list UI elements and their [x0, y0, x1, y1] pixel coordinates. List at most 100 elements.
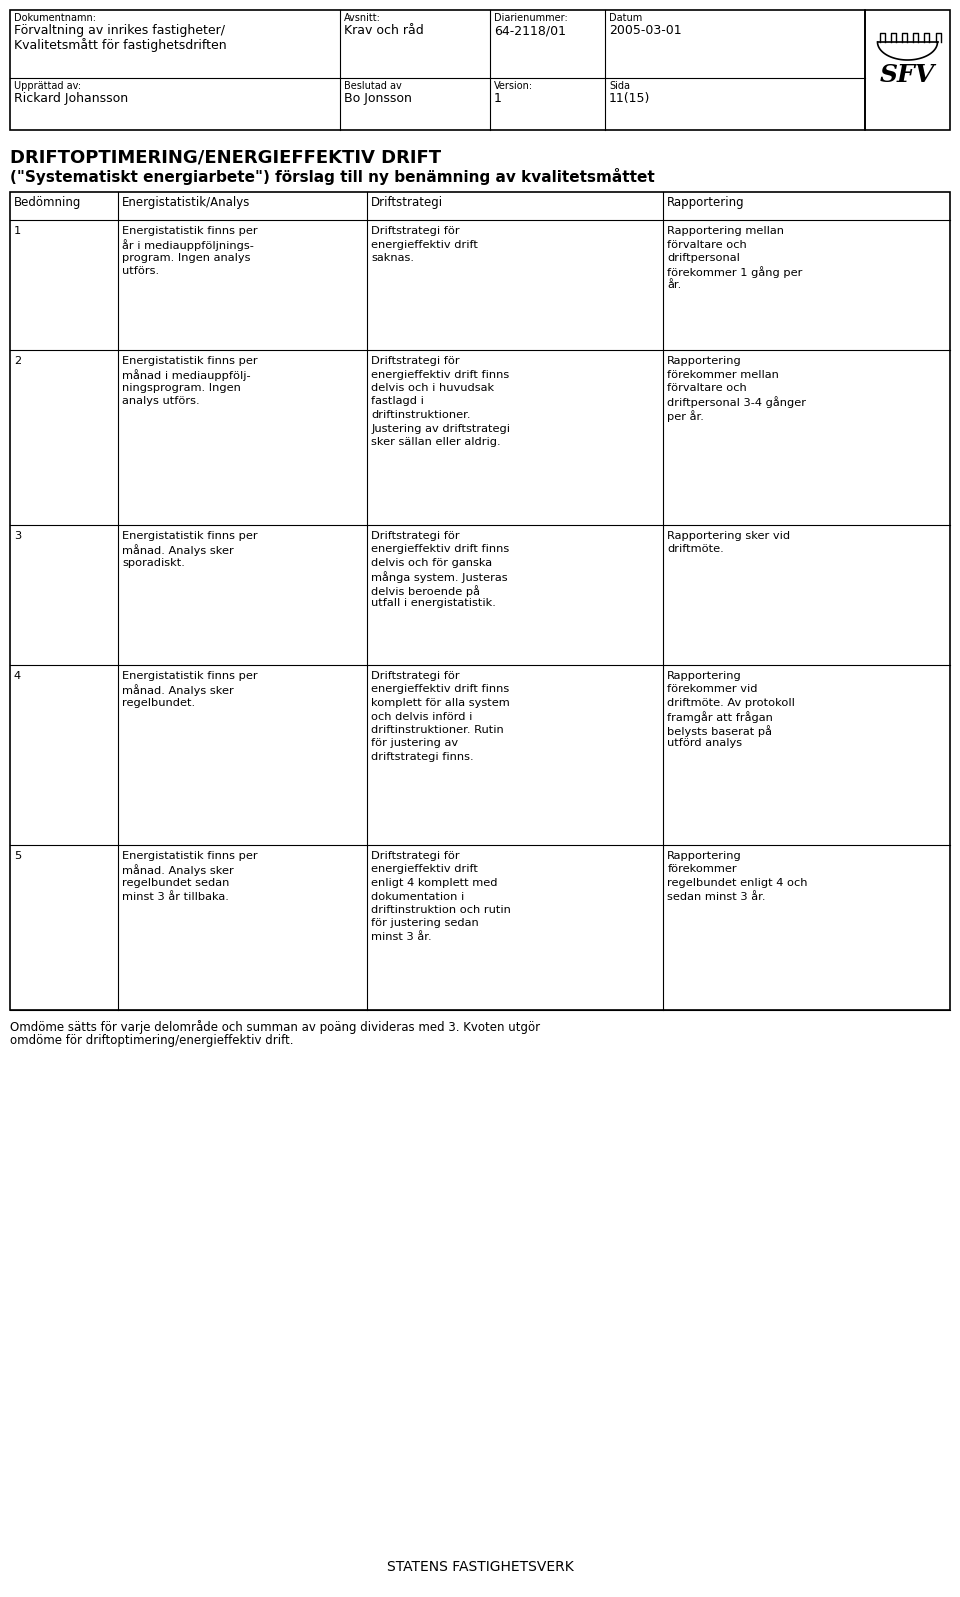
Text: DRIFTOPTIMERING/ENERGIEFFEKTIV DRIFT: DRIFTOPTIMERING/ENERGIEFFEKTIV DRIFT — [10, 149, 442, 166]
Text: driftinstruktion och rutin: driftinstruktion och rutin — [372, 905, 511, 915]
Bar — [865, 10, 950, 129]
Text: utförd analys: utförd analys — [667, 738, 742, 749]
Text: Rapportering sker vid: Rapportering sker vid — [667, 530, 790, 541]
Text: energieffektiv drift finns: energieffektiv drift finns — [372, 685, 510, 695]
Text: Bedömning: Bedömning — [14, 196, 82, 209]
Text: Dokumentnamn:: Dokumentnamn: — [14, 13, 96, 22]
Text: omdöme för driftoptimering/energieffektiv drift.: omdöme för driftoptimering/energieffekti… — [10, 1033, 294, 1048]
Text: förekommer vid: förekommer vid — [667, 685, 757, 695]
Text: 4: 4 — [14, 671, 21, 680]
Text: regelbundet sedan: regelbundet sedan — [122, 878, 229, 888]
Text: sporadiskt.: sporadiskt. — [122, 557, 185, 569]
Text: Energistatistik finns per: Energistatistik finns per — [122, 356, 257, 366]
Text: 1: 1 — [14, 227, 21, 236]
Text: dokumentation i: dokumentation i — [372, 891, 465, 901]
Text: förekommer 1 gång per: förekommer 1 gång per — [667, 267, 803, 278]
Text: och delvis införd i: och delvis införd i — [372, 712, 472, 722]
Text: Rapportering: Rapportering — [667, 356, 742, 366]
Text: Driftstrategi för: Driftstrategi för — [372, 356, 460, 366]
Bar — [10, 10, 865, 129]
Text: driftinstruktioner. Rutin: driftinstruktioner. Rutin — [372, 725, 504, 735]
Text: SFV: SFV — [880, 62, 935, 86]
Text: 2005-03-01: 2005-03-01 — [609, 24, 682, 37]
Text: delvis beroende på: delvis beroende på — [372, 585, 480, 597]
Text: energieffektiv drift finns: energieffektiv drift finns — [372, 545, 510, 554]
Text: Rapportering: Rapportering — [667, 671, 742, 680]
Text: Kvalitetsmått för fastighetsdriften: Kvalitetsmått för fastighetsdriften — [14, 38, 227, 53]
Text: Beslutad av: Beslutad av — [344, 81, 401, 91]
Text: Driftstrategi: Driftstrategi — [372, 196, 444, 209]
Text: Krav och råd: Krav och råd — [344, 24, 423, 37]
Text: delvis och i huvudsak: delvis och i huvudsak — [372, 383, 494, 393]
Text: förekommer: förekommer — [667, 864, 737, 875]
Text: utförs.: utförs. — [122, 267, 159, 276]
Text: enligt 4 komplett med: enligt 4 komplett med — [372, 878, 497, 888]
Text: framgår att frågan: framgår att frågan — [667, 712, 773, 723]
Text: år.: år. — [667, 279, 682, 291]
Text: Energistatistik/Analys: Energistatistik/Analys — [122, 196, 251, 209]
Text: driftpersonal 3-4 gånger: driftpersonal 3-4 gånger — [667, 396, 806, 409]
Text: driftmöte. Av protokoll: driftmöte. Av protokoll — [667, 698, 795, 707]
Text: Datum: Datum — [609, 13, 642, 22]
Text: Rapportering: Rapportering — [667, 851, 742, 861]
Text: Rapportering: Rapportering — [667, 196, 745, 209]
Text: utfall i energistatistik.: utfall i energistatistik. — [372, 599, 496, 608]
Text: förvaltare och: förvaltare och — [667, 240, 747, 249]
Text: regelbundet.: regelbundet. — [122, 698, 195, 707]
Text: Driftstrategi för: Driftstrategi för — [372, 227, 460, 236]
Text: delvis och för ganska: delvis och för ganska — [372, 557, 492, 569]
Text: per år.: per år. — [667, 410, 705, 422]
Text: driftpersonal: driftpersonal — [667, 252, 740, 264]
Text: Energistatistik finns per: Energistatistik finns per — [122, 851, 257, 861]
Text: belysts baserat på: belysts baserat på — [667, 725, 772, 736]
Text: minst 3 år.: minst 3 år. — [372, 933, 432, 942]
Text: regelbundet enligt 4 och: regelbundet enligt 4 och — [667, 878, 807, 888]
Text: 2: 2 — [14, 356, 21, 366]
Text: 64-2118/01: 64-2118/01 — [494, 24, 566, 37]
Text: månad i mediauppfölj-: månad i mediauppfölj- — [122, 369, 251, 382]
Text: 11(15): 11(15) — [609, 93, 650, 105]
Text: 5: 5 — [14, 851, 21, 861]
Text: Rickard Johansson: Rickard Johansson — [14, 93, 128, 105]
Text: energieffektiv drift: energieffektiv drift — [372, 240, 478, 249]
Text: förekommer mellan: förekommer mellan — [667, 369, 780, 380]
Text: STATENS FASTIGHETSVERK: STATENS FASTIGHETSVERK — [387, 1560, 573, 1575]
Text: Driftstrategi för: Driftstrategi för — [372, 851, 460, 861]
Text: driftinstruktioner.: driftinstruktioner. — [372, 410, 470, 420]
Text: Diarienummer:: Diarienummer: — [494, 13, 567, 22]
Text: driftmöte.: driftmöte. — [667, 545, 724, 554]
Text: Sida: Sida — [609, 81, 630, 91]
Text: saknas.: saknas. — [372, 252, 414, 264]
Text: Upprättad av:: Upprättad av: — [14, 81, 82, 91]
Text: program. Ingen analys: program. Ingen analys — [122, 252, 251, 264]
Text: analys utförs.: analys utförs. — [122, 396, 200, 407]
Text: Version:: Version: — [494, 81, 533, 91]
Text: komplett för alla system: komplett för alla system — [372, 698, 510, 707]
Bar — [10, 192, 950, 1009]
Text: många system. Justeras: många system. Justeras — [372, 572, 508, 583]
Text: 3: 3 — [14, 530, 21, 541]
Text: Justering av driftstrategi: Justering av driftstrategi — [372, 423, 510, 433]
Text: månad. Analys sker: månad. Analys sker — [122, 685, 234, 696]
Text: minst 3 år tillbaka.: minst 3 år tillbaka. — [122, 891, 229, 901]
Text: Förvaltning av inrikes fastigheter/: Förvaltning av inrikes fastigheter/ — [14, 24, 225, 37]
Text: Energistatistik finns per: Energistatistik finns per — [122, 530, 257, 541]
Text: fastlagd i: fastlagd i — [372, 396, 424, 407]
Text: ("Systematiskt energiarbete") förslag till ny benämning av kvalitetsmåttet: ("Systematiskt energiarbete") förslag ti… — [10, 168, 655, 185]
Text: år i mediauppföljnings-: år i mediauppföljnings- — [122, 240, 254, 251]
Text: Avsnitt:: Avsnitt: — [344, 13, 381, 22]
Text: för justering sedan: för justering sedan — [372, 918, 479, 928]
Text: Energistatistik finns per: Energistatistik finns per — [122, 671, 257, 680]
Text: Driftstrategi för: Driftstrategi för — [372, 530, 460, 541]
Text: Omdöme sätts för varje delområde och summan av poäng divideras med 3. Kvoten utg: Omdöme sätts för varje delområde och sum… — [10, 1020, 540, 1033]
Text: ningsprogram. Ingen: ningsprogram. Ingen — [122, 383, 241, 393]
Text: energieffektiv drift finns: energieffektiv drift finns — [372, 369, 510, 380]
Text: 1: 1 — [494, 93, 502, 105]
Text: för justering av: för justering av — [372, 738, 458, 749]
Text: sker sällan eller aldrig.: sker sällan eller aldrig. — [372, 438, 501, 447]
Text: Bo Jonsson: Bo Jonsson — [344, 93, 412, 105]
Text: sedan minst 3 år.: sedan minst 3 år. — [667, 891, 766, 901]
Text: energieffektiv drift: energieffektiv drift — [372, 864, 478, 875]
Text: Rapportering mellan: Rapportering mellan — [667, 227, 784, 236]
Text: månad. Analys sker: månad. Analys sker — [122, 545, 234, 556]
